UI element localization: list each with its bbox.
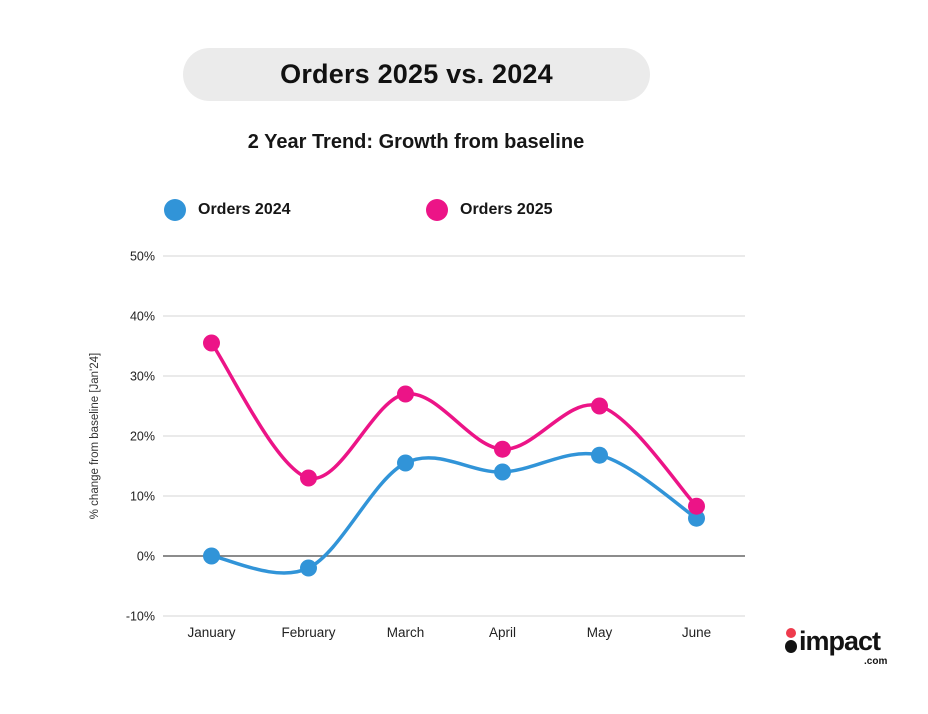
legend-label: Orders 2025 <box>460 201 553 218</box>
legend-item-orders-2025: Orders 2025 <box>426 196 553 224</box>
data-point-orders-2025 <box>397 385 414 403</box>
y-tick-label: 50% <box>130 250 155 264</box>
x-tick-label: June <box>682 625 711 640</box>
data-point-orders-2024 <box>688 509 705 527</box>
y-tick-label: -10% <box>126 610 155 624</box>
data-point-orders-2024 <box>494 463 511 481</box>
data-point-orders-2025 <box>591 397 608 415</box>
logo-text: impact <box>799 626 881 656</box>
logo-red-dot-icon <box>786 628 796 638</box>
legend-dot-icon <box>164 199 186 221</box>
y-tick-label: 30% <box>130 370 155 384</box>
data-point-orders-2024 <box>300 559 317 577</box>
series-line-orders-2024 <box>209 451 699 575</box>
legend-label: Orders 2024 <box>198 201 291 218</box>
chart-title-pill: Orders 2025 vs. 2024 <box>183 48 650 101</box>
data-point-orders-2024 <box>203 547 220 565</box>
x-tick-label: April <box>489 625 516 640</box>
x-tick-label: January <box>187 625 235 640</box>
y-tick-label: 0% <box>137 550 155 564</box>
y-axis-title: % change from baseline [Jan'24] <box>89 353 101 520</box>
y-tick-label: 10% <box>130 490 155 504</box>
x-tick-label: February <box>281 625 335 640</box>
logo-black-dot-icon <box>785 640 797 653</box>
data-point-orders-2025 <box>494 440 511 458</box>
line-chart-svg: 50% 40% 30% 20% 10% 0% -10% January February Marc… <box>89 250 745 640</box>
chart-title: Orders 2025 vs. 2024 <box>280 59 553 89</box>
logo-suffix: .com <box>864 656 888 667</box>
y-tick-label: 20% <box>130 430 155 444</box>
data-point-orders-2025 <box>688 497 705 515</box>
impact-logo: impact .com <box>783 622 903 674</box>
x-tick-label: March <box>387 625 425 640</box>
legend-item-orders-2024: Orders 2024 <box>164 196 291 224</box>
legend-dot-icon <box>426 199 448 221</box>
data-point-orders-2025 <box>203 334 220 352</box>
data-point-orders-2024 <box>591 446 608 464</box>
chart-subtitle: 2 Year Trend: Growth from baseline <box>247 131 585 153</box>
line-chart: 50% 40% 30% 20% 10% 0% -10% January February Marc… <box>60 240 770 660</box>
data-point-orders-2024 <box>397 454 414 472</box>
chart-legend: Orders 2024 Orders 2025 <box>0 196 928 224</box>
data-point-orders-2025 <box>300 469 317 487</box>
series-line-orders-2025 <box>209 341 699 508</box>
y-tick-label: 40% <box>130 310 155 324</box>
x-tick-label: May <box>587 625 613 640</box>
